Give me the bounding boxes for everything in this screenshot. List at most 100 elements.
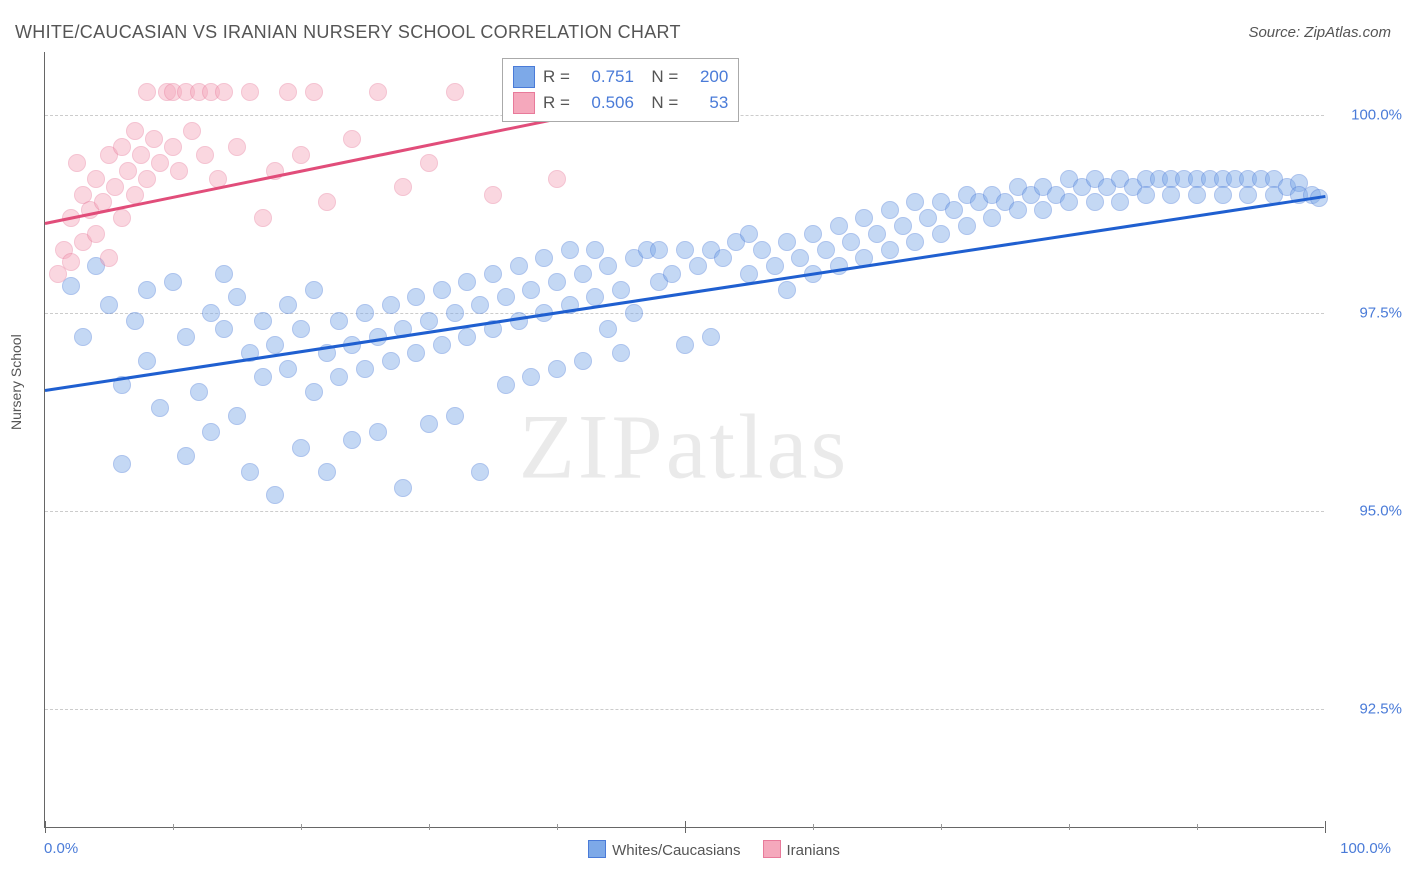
data-point <box>599 320 617 338</box>
data-point <box>471 296 489 314</box>
data-point <box>766 257 784 275</box>
data-point <box>215 83 233 101</box>
data-point <box>228 138 246 156</box>
data-point <box>126 186 144 204</box>
data-point <box>382 296 400 314</box>
series-legend: Whites/CaucasiansIranians <box>0 840 1406 859</box>
data-point <box>1034 201 1052 219</box>
data-point <box>945 201 963 219</box>
data-point <box>471 463 489 481</box>
data-point <box>753 241 771 259</box>
data-point <box>446 304 464 322</box>
data-point <box>586 241 604 259</box>
data-point <box>599 257 617 275</box>
x-tick <box>685 821 686 833</box>
data-point <box>151 399 169 417</box>
data-point <box>497 288 515 306</box>
data-point <box>702 328 720 346</box>
data-point <box>196 146 214 164</box>
data-point <box>202 304 220 322</box>
data-point <box>1060 193 1078 211</box>
data-point <box>714 249 732 267</box>
data-point <box>177 447 195 465</box>
data-point <box>106 178 124 196</box>
data-point <box>254 368 272 386</box>
data-point <box>919 209 937 227</box>
r-value: 0.751 <box>578 64 634 90</box>
legend-swatch <box>513 92 535 114</box>
data-point <box>548 170 566 188</box>
data-point <box>484 186 502 204</box>
data-point <box>817 241 835 259</box>
y-tick-label: 92.5% <box>1332 701 1402 718</box>
data-point <box>1137 186 1155 204</box>
gridline <box>45 313 1324 314</box>
data-point <box>676 241 694 259</box>
stats-legend: R =0.751 N =200R =0.506 N =53 <box>502 58 739 122</box>
data-point <box>1086 193 1104 211</box>
data-point <box>126 312 144 330</box>
data-point <box>113 455 131 473</box>
data-point <box>190 383 208 401</box>
data-point <box>446 407 464 425</box>
data-point <box>458 328 476 346</box>
data-point <box>548 360 566 378</box>
data-point <box>119 162 137 180</box>
data-point <box>369 83 387 101</box>
data-point <box>369 423 387 441</box>
data-point <box>279 360 297 378</box>
data-point <box>510 257 528 275</box>
data-point <box>318 193 336 211</box>
plot-area: 92.5%95.0%97.5%100.0% ZIPatlas R =0.751 … <box>44 52 1324 828</box>
data-point <box>170 162 188 180</box>
data-point <box>1111 193 1129 211</box>
data-point <box>254 312 272 330</box>
data-point <box>522 368 540 386</box>
data-point <box>484 265 502 283</box>
data-point <box>906 193 924 211</box>
data-point <box>689 257 707 275</box>
data-point <box>983 209 1001 227</box>
data-point <box>62 253 80 271</box>
n-value: 200 <box>686 64 728 90</box>
data-point <box>855 209 873 227</box>
data-point <box>215 320 233 338</box>
data-point <box>548 273 566 291</box>
data-point <box>625 304 643 322</box>
data-point <box>868 225 886 243</box>
r-value: 0.506 <box>578 90 634 116</box>
data-point <box>958 217 976 235</box>
data-point <box>1162 186 1180 204</box>
n-label: N = <box>642 64 678 90</box>
data-point <box>407 344 425 362</box>
data-point <box>1239 186 1257 204</box>
data-point <box>145 130 163 148</box>
data-point <box>343 130 361 148</box>
data-point <box>279 83 297 101</box>
data-point <box>330 368 348 386</box>
data-point <box>881 201 899 219</box>
data-point <box>561 241 579 259</box>
data-point <box>1009 201 1027 219</box>
data-point <box>778 281 796 299</box>
x-tick-minor <box>941 824 942 830</box>
legend-swatch <box>763 840 781 858</box>
x-tick-minor <box>301 824 302 830</box>
data-point <box>113 209 131 227</box>
data-point <box>74 328 92 346</box>
data-point <box>932 225 950 243</box>
legend-label: Whites/Caucasians <box>612 842 740 859</box>
data-point <box>574 352 592 370</box>
data-point <box>138 281 156 299</box>
data-point <box>292 439 310 457</box>
data-point <box>804 225 822 243</box>
data-point <box>676 336 694 354</box>
x-tick <box>1325 821 1326 833</box>
data-point <box>881 241 899 259</box>
data-point <box>394 479 412 497</box>
stats-row: R =0.506 N =53 <box>513 90 728 116</box>
data-point <box>663 265 681 283</box>
data-point <box>318 463 336 481</box>
stats-row: R =0.751 N =200 <box>513 64 728 90</box>
data-point <box>1214 186 1232 204</box>
